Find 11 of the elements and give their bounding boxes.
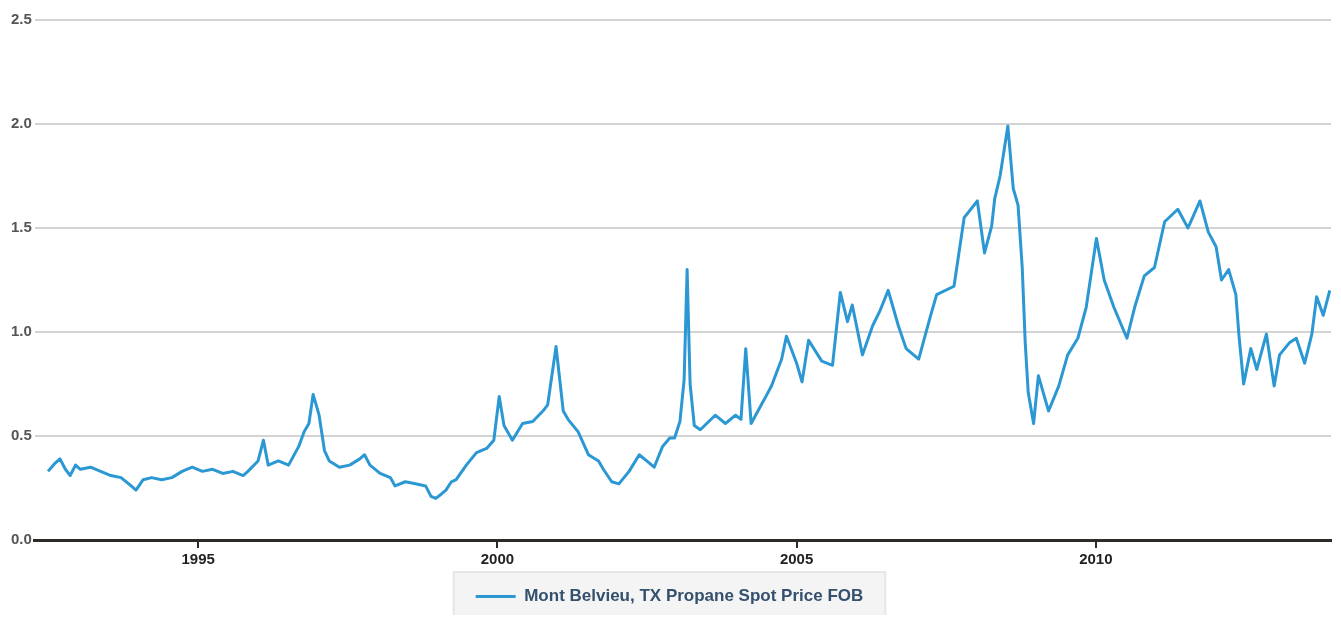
y-tick-label: 2.5 xyxy=(10,10,32,28)
x-tick-label: 2000 xyxy=(480,550,515,568)
y-tick-label: 1.0 xyxy=(10,322,32,340)
y-tick-label: 0.5 xyxy=(10,426,32,444)
x-tick-label: 1995 xyxy=(181,550,215,568)
x-tick-label: 2010 xyxy=(1079,550,1113,568)
y-tick-label: 0.0 xyxy=(10,530,32,548)
y-tick-label: 2.0 xyxy=(10,114,32,132)
x-tick-label: 2005 xyxy=(779,550,814,568)
legend-label: Mont Belvieu, TX Propane Spot Price FOB xyxy=(524,586,864,606)
y-tick-label: 1.5 xyxy=(10,218,32,236)
